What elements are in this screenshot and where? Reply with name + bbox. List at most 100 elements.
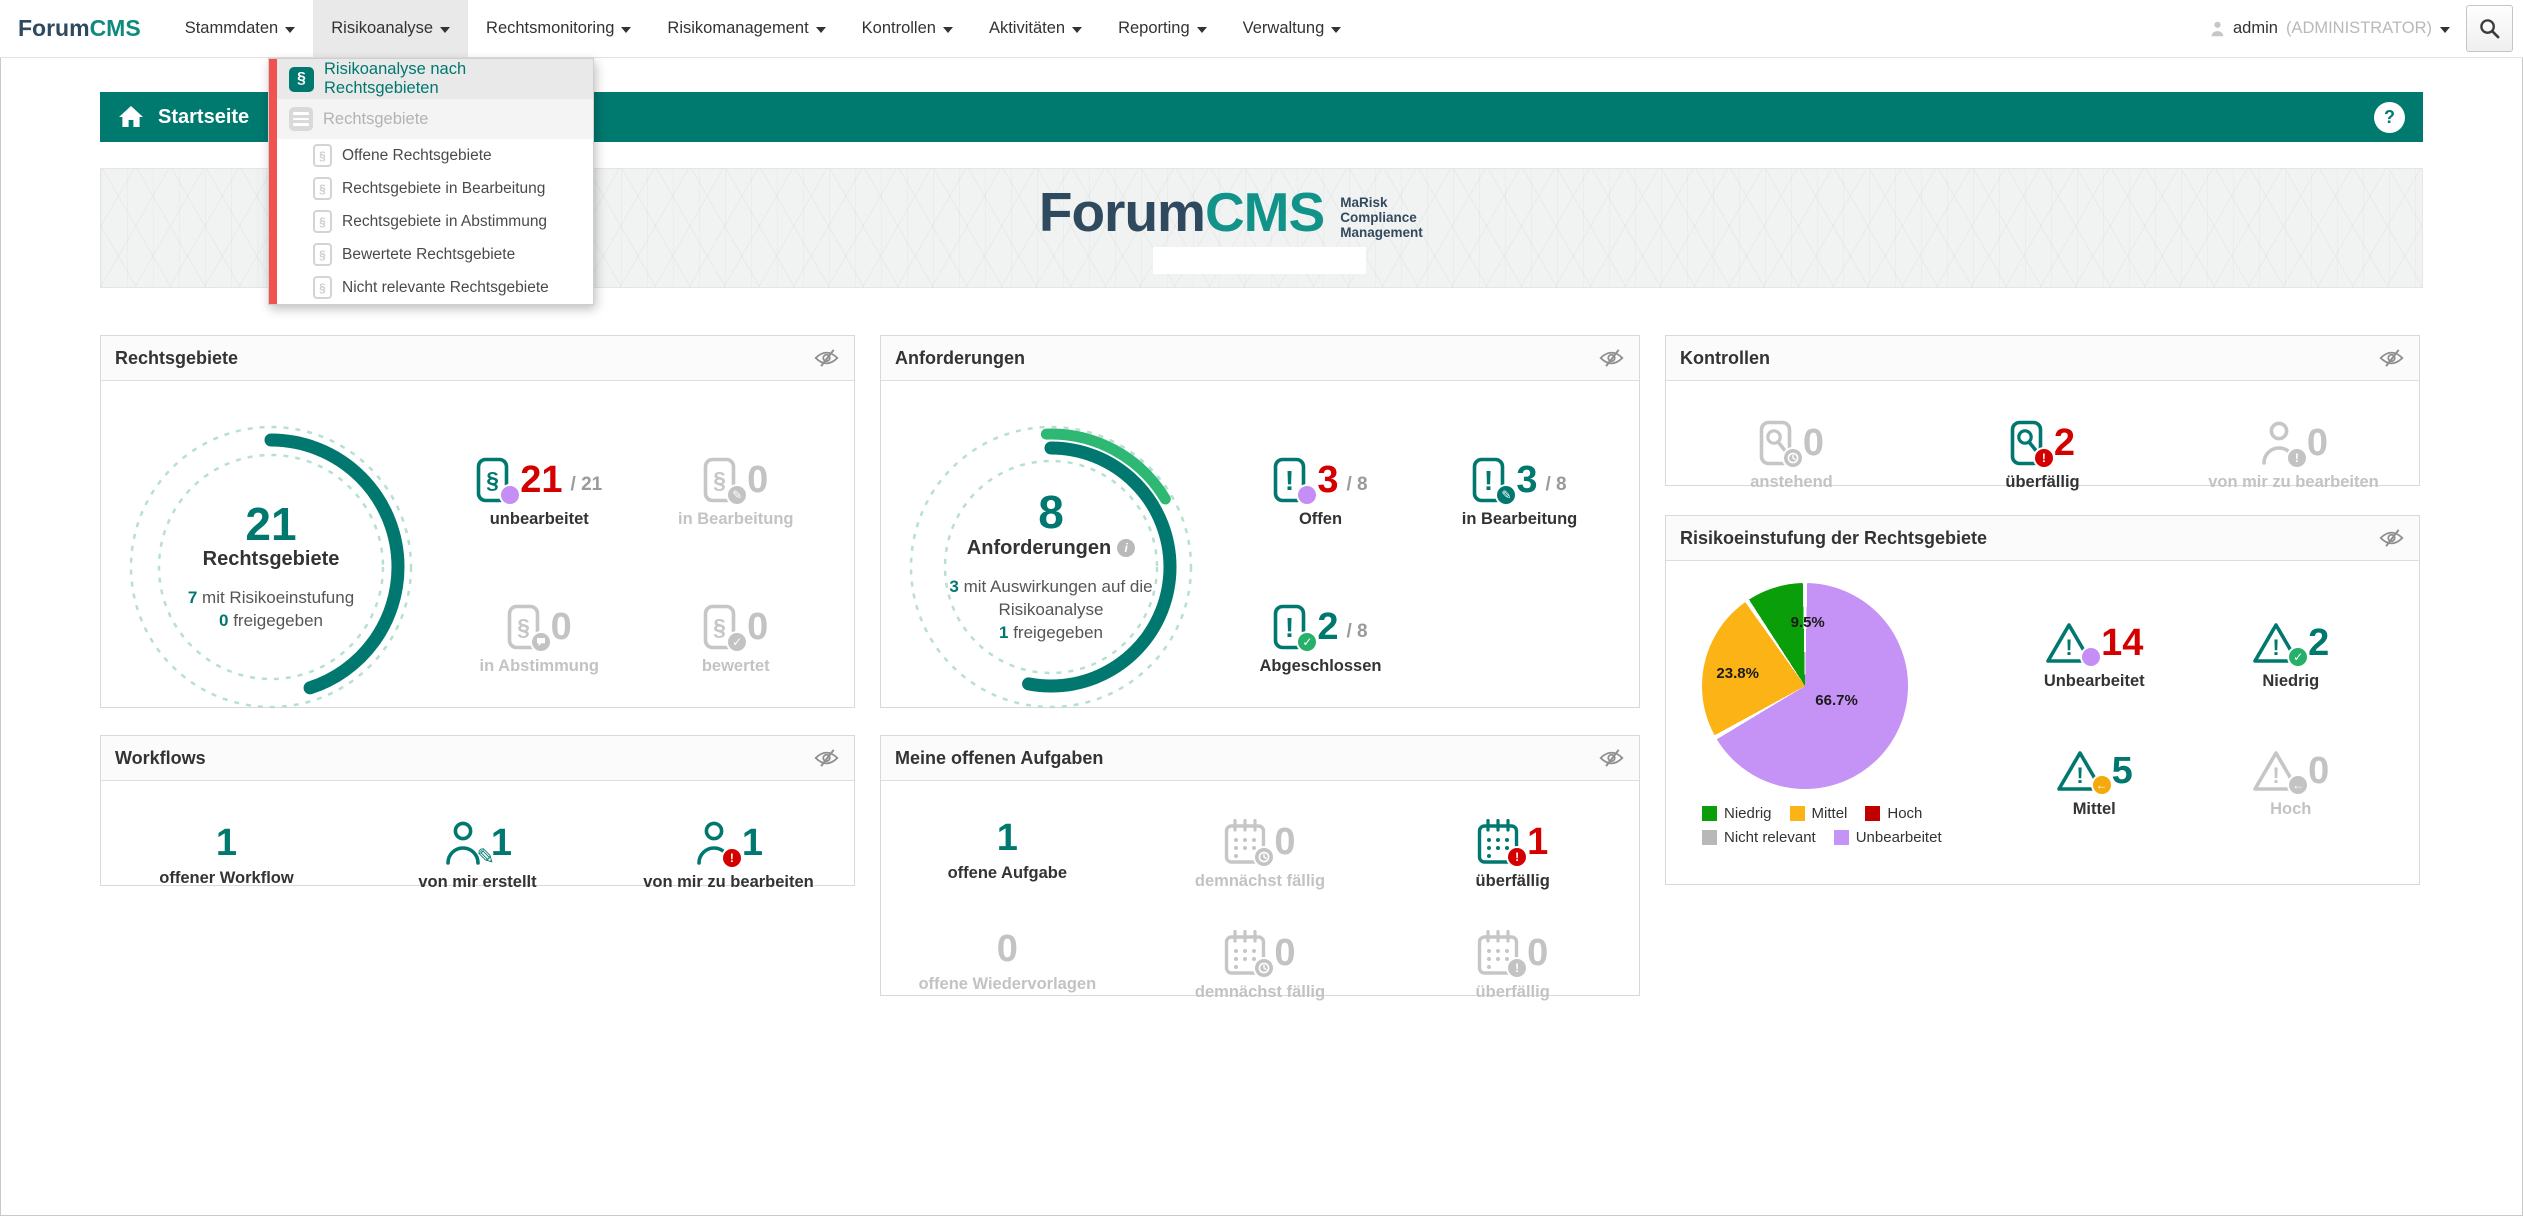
- menu-risikoanalyse[interactable]: Risikoanalyse: [313, 0, 469, 57]
- person-pencil-icon: ✎: [443, 820, 495, 869]
- stat-anstehend[interactable]: 0 anstehend: [1750, 420, 1833, 491]
- chevron-down-icon: [1331, 26, 1342, 33]
- warning-triangle-arrow-icon: ←: [2056, 749, 2111, 794]
- stat-hoch[interactable]: ← 0 Hoch: [2252, 749, 2329, 819]
- dropdown-item-bewertete-rechtsgebiete[interactable]: § Bewertete Rechtsgebiete: [277, 238, 593, 271]
- user-name: admin: [2232, 19, 2278, 37]
- home-icon[interactable]: [118, 105, 144, 129]
- app-logo[interactable]: ForumCMS: [18, 15, 141, 42]
- rechtsgebiete-count: 21: [245, 497, 297, 550]
- dropdown-list: § Risikoanalyse nach Rechtsgebieten Rech…: [277, 59, 593, 304]
- panel-anforderungen: Anforderungen 8 Anforderungen i 3 mit Aus…: [880, 335, 1640, 708]
- panel-title: Rechtsgebiete: [115, 347, 239, 368]
- warning-triangle-arrow-icon: ←: [2252, 749, 2308, 794]
- stat-ueberfaellig-wiedervorlagen[interactable]: ! 0 überfällig: [1475, 931, 1550, 1001]
- paragraph-doc-icon: §: [313, 243, 332, 266]
- stat-von-mir-zu-bearbeiten[interactable]: ! 0 von mir zu bearbeiten: [2208, 421, 2379, 491]
- dropdown-item-offene-rechtsgebiete[interactable]: § Offene Rechtsgebiete: [277, 139, 593, 172]
- warning-triangle-check-icon: ✓: [2252, 621, 2308, 666]
- panel-title: Workflows: [115, 747, 206, 768]
- risikoanalyse-dropdown: § Risikoanalyse nach Rechtsgebieten Rech…: [268, 58, 594, 305]
- risiko-pie-chart: 9.5% 23.8% 66.7% Niedrig Mittel Hoch Nic…: [1666, 561, 1996, 929]
- hide-panel-button[interactable]: [813, 749, 840, 767]
- dropdown-item-rechtsgebiete[interactable]: Rechtsgebiete: [277, 99, 593, 139]
- stat-von-mir-zu-bearbeiten[interactable]: ! 1 von mir zu bearbeiten: [643, 820, 814, 891]
- paragraph-doc-icon: §: [313, 144, 332, 167]
- user-menu[interactable]: admin (ADMINISTRATOR): [2210, 19, 2450, 38]
- dropdown-accent-bar: [269, 59, 277, 304]
- panel-title: Anforderungen: [895, 347, 1025, 368]
- person-alert-icon: !: [694, 820, 741, 867]
- chevron-down-icon: [942, 26, 953, 33]
- banner-logo-text: ForumCMS: [1038, 181, 1325, 243]
- menu-risikomanagement[interactable]: Risikomanagement: [649, 0, 843, 57]
- legend-swatch-mittel: [1789, 806, 1805, 821]
- menu-reporting[interactable]: Reporting: [1100, 0, 1225, 57]
- stat-offener-workflow[interactable]: 1 offener Workflow: [159, 821, 294, 887]
- chevron-down-icon: [2440, 26, 2450, 33]
- donut-label: Rechtsgebiete: [202, 548, 340, 571]
- panel-title: Kontrollen: [1680, 347, 1770, 368]
- stat-demnaechst-faellig-aufgaben[interactable]: 0 demnächst fällig: [1194, 821, 1326, 891]
- dropdown-item-rechtsgebiete-in-abstimmung[interactable]: § Rechtsgebiete in Abstimmung: [277, 205, 593, 238]
- pie-label-unbearbeitet: 66.7%: [1815, 692, 1858, 710]
- status-dot: [1298, 485, 1317, 504]
- top-navigation: ForumCMS Stammdaten Risikoanalyse Rechts…: [0, 0, 2523, 58]
- page-title[interactable]: Startseite: [158, 105, 250, 128]
- dropdown-item-risikoanalyse-nach-rechtsgebieten[interactable]: § Risikoanalyse nach Rechtsgebieten: [277, 59, 593, 99]
- stat-in-bearbeitung[interactable]: ✎ 3 / 8 in Bearbeitung: [1461, 458, 1578, 528]
- stat-von-mir-erstellt[interactable]: ✎ 1 von mir erstellt: [418, 820, 537, 891]
- search-button[interactable]: [2466, 5, 2513, 52]
- app-logo-accent: CMS: [89, 15, 141, 41]
- stat-in-abstimmung[interactable]: 0 in Abstimmung: [479, 606, 599, 676]
- search-icon: [2480, 19, 2500, 39]
- control-doc-clock-icon: [1759, 420, 1802, 467]
- menu-kontrollen[interactable]: Kontrollen: [844, 0, 971, 57]
- menu-stammdaten[interactable]: Stammdaten: [167, 0, 314, 57]
- user-icon: [2211, 21, 2224, 36]
- stat-mittel[interactable]: ← 5 Mittel: [2056, 749, 2133, 819]
- menu-rechtsmonitoring[interactable]: Rechtsmonitoring: [468, 0, 649, 57]
- paragraph-doc-icon: [476, 457, 520, 504]
- panel-title: Meine offenen Aufgaben: [895, 747, 1104, 768]
- main-menu: Stammdaten Risikoanalyse Rechtsmonitorin…: [167, 0, 1360, 57]
- info-icon[interactable]: i: [1117, 539, 1136, 558]
- dropdown-item-nicht-relevante-rechtsgebiete[interactable]: § Nicht relevante Rechtsgebiete: [277, 271, 593, 304]
- stat-ueberfaellig-aufgaben[interactable]: ! 1 überfällig: [1475, 821, 1550, 891]
- stat-offene-wiedervorlagen[interactable]: 0 offene Wiedervorlagen: [918, 927, 1097, 993]
- nav-right: admin (ADMINISTRATOR): [2210, 5, 2523, 52]
- stat-ueberfaellig[interactable]: ! 2 überfällig: [2005, 421, 2080, 491]
- stat-abgeschlossen[interactable]: ✓ 2 / 8 Abgeschlossen: [1259, 606, 1382, 676]
- banner-logo: ForumCMS MaRisk Compliance Management: [1038, 181, 1423, 243]
- stat-offene-aufgabe[interactable]: 1 offene Aufgabe: [947, 817, 1068, 883]
- hide-panel-button[interactable]: [813, 349, 840, 367]
- stat-demnaechst-faellig-wiedervorlagen[interactable]: 0 demnächst fällig: [1194, 931, 1326, 1001]
- hide-panel-button[interactable]: [2378, 529, 2405, 547]
- hide-panel-button[interactable]: [1598, 749, 1625, 767]
- banner-tagline: MaRisk Compliance Management: [1340, 195, 1423, 240]
- stat-unbearbeitet[interactable]: 21 / 21 unbearbeitet: [476, 457, 602, 529]
- menu-aktivitaeten[interactable]: Aktivitäten: [971, 0, 1100, 57]
- stat-in-bearbeitung[interactable]: ✎ 0 in Bearbeitung: [677, 458, 794, 528]
- paragraph-doc-icon: §: [313, 177, 332, 200]
- warning-triangle-icon: [2045, 621, 2101, 666]
- dropdown-item-rechtsgebiete-in-bearbeitung[interactable]: § Rechtsgebiete in Bearbeitung: [277, 172, 593, 205]
- paragraph-doc-icon: §: [313, 276, 332, 299]
- panel-kontrollen: Kontrollen 0 anstehend ! 2 überfällig: [1665, 335, 2420, 491]
- stat-niedrig[interactable]: ✓ 2 Niedrig: [2252, 621, 2329, 691]
- menu-verwaltung[interactable]: Verwaltung: [1225, 0, 1360, 57]
- chevron-down-icon: [1072, 26, 1083, 33]
- stat-offen[interactable]: 3 / 8 Offen: [1273, 457, 1368, 529]
- stat-bewertet[interactable]: ✓ 0 bewertet: [701, 606, 770, 676]
- chevron-down-icon: [440, 26, 451, 33]
- pie-legend: Niedrig Mittel Hoch Nicht relevant Unbea…: [1702, 805, 1996, 846]
- redacted-text-block: [1153, 247, 1366, 274]
- paragraph-doc-icon: §: [313, 210, 332, 233]
- stat-unbearbeitet[interactable]: 14 Unbearbeitet: [2043, 621, 2145, 690]
- exclamation-doc-icon: [1273, 457, 1317, 504]
- help-button[interactable]: ?: [2374, 101, 2405, 133]
- chevron-down-icon: [285, 26, 296, 33]
- hide-panel-button[interactable]: [1598, 349, 1625, 367]
- panel-meine-offenen-aufgaben: Meine offenen Aufgaben 1 offene Aufgabe …: [880, 735, 1640, 1001]
- hide-panel-button[interactable]: [2378, 349, 2405, 367]
